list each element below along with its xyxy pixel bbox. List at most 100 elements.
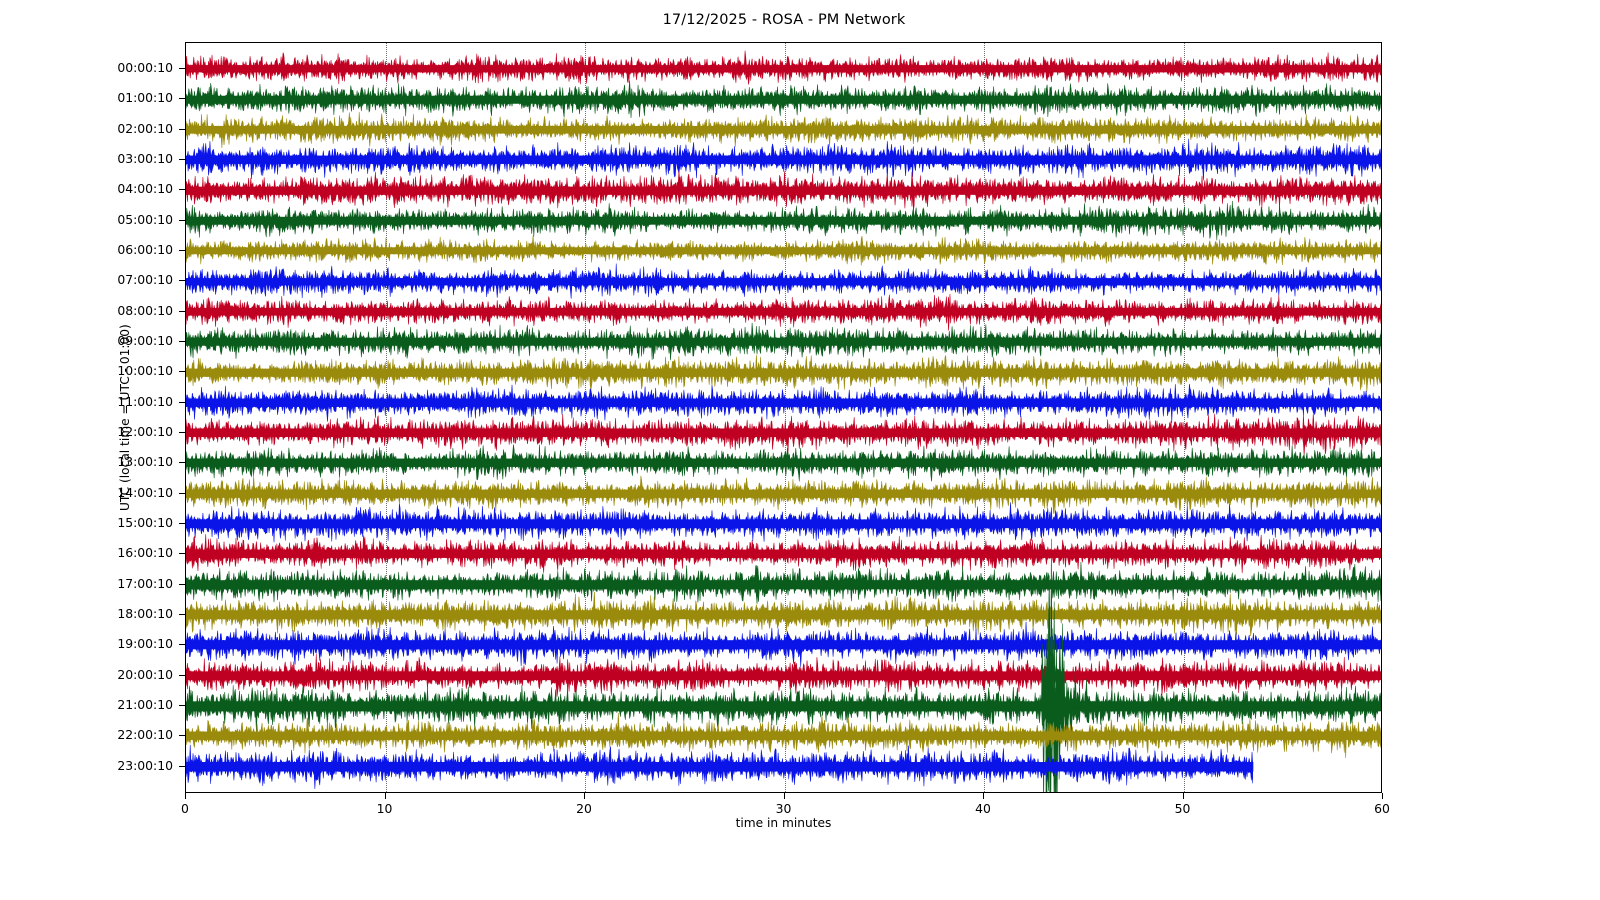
trace-core <box>186 761 1254 772</box>
y-tick-mark <box>179 583 185 585</box>
trace-03-00-10 <box>186 138 1381 181</box>
trace-13-00-10 <box>186 444 1381 482</box>
y-tick-label-16-00-10: 16:00:10 <box>117 545 173 561</box>
y-tick-mark <box>179 613 185 615</box>
gridline-x-40 <box>984 43 985 792</box>
y-tick-mark <box>179 128 185 130</box>
y-tick-mark <box>179 401 185 403</box>
trace-23-00-10 <box>186 744 1254 789</box>
y-tick-label-09-00-10: 09:00:10 <box>117 332 173 348</box>
gridline-x-10 <box>385 43 387 792</box>
plot-inner <box>186 43 1381 792</box>
gridline-x-30 <box>784 43 786 792</box>
trace-14-00-10 <box>186 475 1381 514</box>
trace-20-00-10 <box>186 653 1381 697</box>
y-tick-label-13-00-10: 13:00:10 <box>117 454 173 470</box>
y-tick-label-02-00-10: 02:00:10 <box>117 120 173 136</box>
x-tick-mark <box>584 793 585 799</box>
y-tick-label-21-00-10: 21:00:10 <box>117 696 173 712</box>
y-tick-label-03-00-10: 03:00:10 <box>117 150 173 166</box>
trace-path <box>186 538 1381 792</box>
y-tick-label-22-00-10: 22:00:10 <box>117 727 173 743</box>
trace-07-00-10 <box>186 262 1381 299</box>
trace-core <box>186 579 1381 590</box>
trace-10-00-10 <box>186 354 1381 392</box>
y-tick-label-14-00-10: 14:00:10 <box>117 484 173 500</box>
trace-core <box>186 65 1381 73</box>
trace-core <box>186 700 1381 711</box>
trace-04-00-10 <box>186 169 1381 210</box>
x-tick-mark <box>185 793 186 799</box>
y-tick-mark <box>179 704 185 706</box>
trace-21-00-10 <box>186 538 1381 792</box>
trace-core <box>186 398 1381 407</box>
y-axis-label: UTC (local time = UTC - 01:00) <box>118 324 132 511</box>
y-tick-label-08-00-10: 08:00:10 <box>117 302 173 318</box>
y-tick-mark <box>179 674 185 676</box>
trace-05-00-10 <box>186 200 1381 241</box>
trace-core <box>186 610 1381 620</box>
x-tick-label-20: 20 <box>576 801 592 816</box>
x-tick-label-0: 0 <box>181 801 189 816</box>
y-tick-label-18-00-10: 18:00:10 <box>117 605 173 621</box>
trace-core <box>186 459 1381 468</box>
trace-18-00-10 <box>186 592 1381 637</box>
trace-11-00-10 <box>186 383 1381 423</box>
trace-core <box>186 671 1381 680</box>
y-tick-label-05-00-10: 05:00:10 <box>117 211 173 227</box>
x-tick-label-60: 60 <box>1374 801 1390 816</box>
trace-12-00-10 <box>186 413 1381 456</box>
y-tick-mark <box>179 644 185 646</box>
trace-core <box>186 125 1381 134</box>
trace-core <box>186 277 1381 285</box>
plot-area <box>185 42 1382 793</box>
trace-core <box>186 368 1381 377</box>
trace-core <box>186 519 1381 529</box>
trace-15-00-10 <box>186 502 1381 543</box>
x-tick-mark <box>1382 793 1383 799</box>
trace-core <box>186 155 1381 165</box>
y-tick-label-06-00-10: 06:00:10 <box>117 241 173 257</box>
trace-core <box>186 732 1381 741</box>
y-tick-label-17-00-10: 17:00:10 <box>117 575 173 591</box>
trace-06-00-10 <box>186 235 1381 266</box>
x-tick-mark <box>1182 793 1184 799</box>
y-tick-mark <box>179 462 185 464</box>
y-tick-mark <box>179 431 185 433</box>
y-tick-label-04-00-10: 04:00:10 <box>117 181 173 197</box>
x-axis-label: time in minutes <box>735 816 832 830</box>
y-tick-mark <box>179 98 185 100</box>
x-tick-label-30: 30 <box>775 801 792 816</box>
y-tick-mark <box>179 67 185 69</box>
trace-22-00-10 <box>186 713 1381 759</box>
y-tick-label-01-00-10: 01:00:10 <box>117 90 173 106</box>
y-tick-label-20-00-10: 20:00:10 <box>117 666 173 682</box>
y-tick-mark <box>179 492 185 494</box>
y-tick-label-11-00-10: 11:00:10 <box>117 393 173 409</box>
trace-19-00-10 <box>186 622 1381 668</box>
y-tick-label-00-00-10: 00:00:10 <box>117 59 173 75</box>
y-tick-mark <box>179 310 185 312</box>
y-tick-mark <box>179 219 185 221</box>
x-tick-mark <box>384 793 386 799</box>
trace-01-00-10 <box>186 80 1381 118</box>
trace-core <box>186 489 1381 498</box>
y-tick-mark <box>179 189 185 191</box>
trace-core <box>186 337 1381 346</box>
y-tick-mark <box>179 249 185 251</box>
trace-02-00-10 <box>186 111 1381 148</box>
trace-08-00-10 <box>186 293 1381 331</box>
gridline-x-50 <box>1183 43 1185 792</box>
y-tick-mark <box>179 735 185 737</box>
y-tick-label-07-00-10: 07:00:10 <box>117 272 173 288</box>
y-tick-mark <box>179 371 185 373</box>
x-tick-mark <box>783 793 785 799</box>
y-tick-label-19-00-10: 19:00:10 <box>117 636 173 652</box>
x-tick-label-40: 40 <box>975 801 991 816</box>
trace-core <box>186 247 1381 255</box>
x-tick-mark <box>983 793 984 799</box>
trace-core <box>186 307 1381 316</box>
x-tick-label-10: 10 <box>376 801 393 816</box>
y-tick-mark <box>179 553 185 555</box>
